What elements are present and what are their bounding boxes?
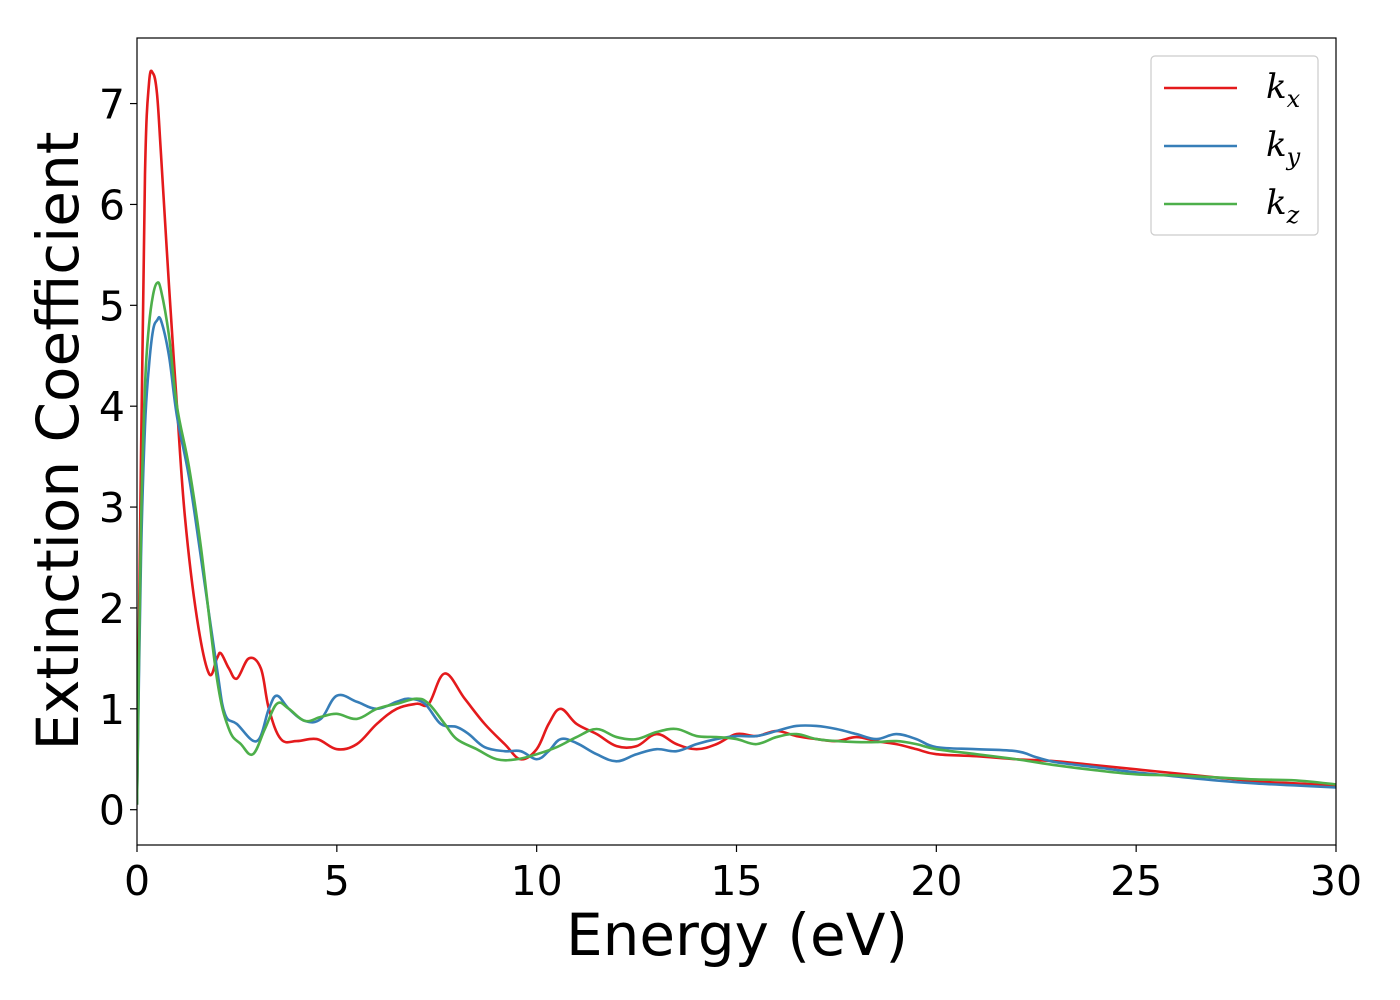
y-tick-label: 7: [99, 81, 125, 129]
y-axis-title: Extinction Coefficient: [24, 132, 92, 751]
y-tick-label: 4: [99, 383, 125, 431]
y-axis-ticks: 0 1 2 3 4 5 6 7: [99, 81, 137, 835]
x-tick-label: 0: [124, 857, 150, 905]
y-tick-label: 2: [99, 585, 125, 633]
x-tick-label: 15: [710, 857, 762, 905]
series-lines: [137, 69, 1336, 805]
x-tick-label: 20: [910, 857, 962, 905]
x-tick-label: 30: [1310, 857, 1362, 905]
y-tick-label: 1: [99, 686, 125, 734]
y-tick-label: 3: [99, 484, 125, 532]
series-line-z: [137, 281, 1336, 805]
x-tick-label: 25: [1110, 857, 1162, 905]
y-tick-label: 6: [99, 181, 125, 229]
series-line-y: [137, 315, 1336, 805]
x-axis-ticks: 0 5 10 15 20 25 30: [124, 845, 1362, 905]
y-tick-label: 5: [99, 282, 125, 330]
x-axis-title: Energy (eV): [566, 901, 908, 969]
x-tick-label: 5: [324, 857, 350, 905]
y-tick-label: 0: [99, 787, 125, 835]
x-tick-label: 10: [511, 857, 563, 905]
